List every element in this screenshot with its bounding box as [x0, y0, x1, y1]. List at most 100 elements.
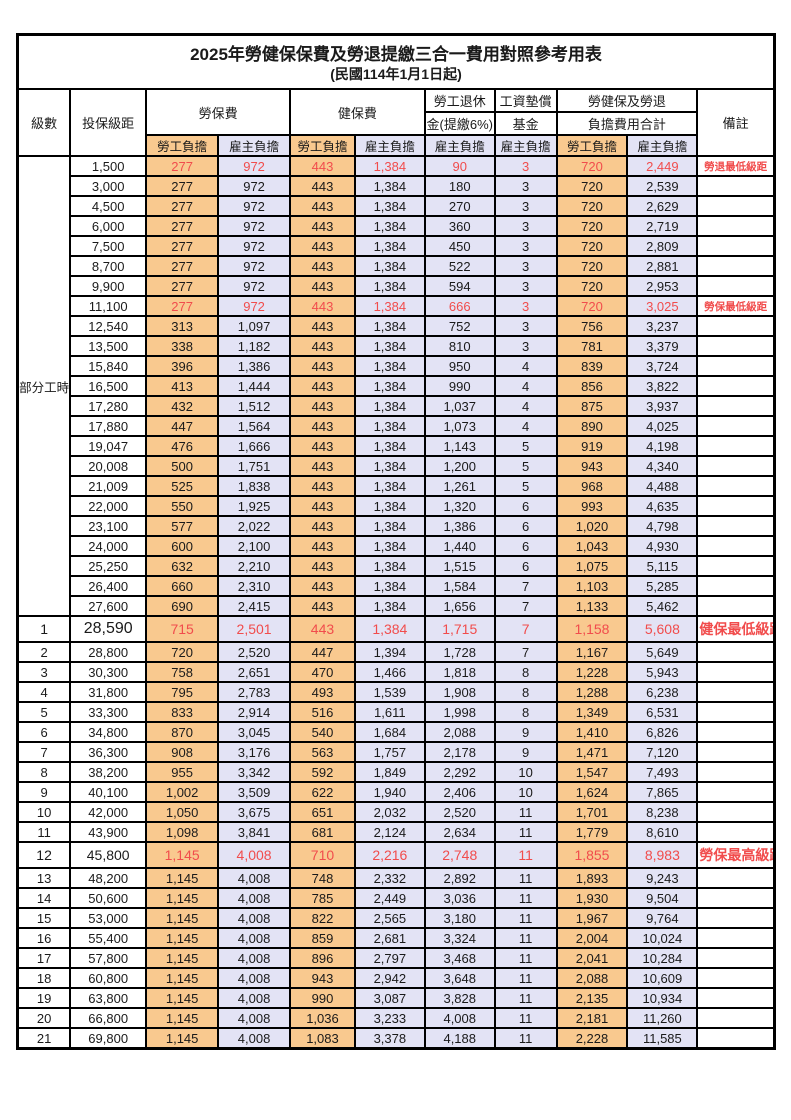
cell-pension-er: 2,892 — [423, 867, 496, 889]
cell-remark — [696, 535, 776, 557]
cell-fund-er: 3 — [493, 275, 558, 297]
subheader-fund-employer: 雇主負擔 — [493, 134, 558, 157]
cell-salary: 7,500 — [69, 235, 148, 257]
cell-remark — [696, 555, 776, 577]
cell-labor-er: 2,914 — [217, 701, 292, 723]
cell-health-er: 1,384 — [353, 535, 426, 557]
header-salary-bracket: 投保級距 — [69, 88, 148, 157]
table-row: 16 55,400 1,145 4,008 859 2,681 3,324 11 2,004 10… — [16, 927, 776, 949]
cell-salary: 21,009 — [69, 475, 148, 497]
cell-health-er: 1,539 — [353, 681, 426, 703]
cell-total-er: 7,493 — [626, 761, 699, 783]
cell-total-er: 7,120 — [626, 741, 699, 763]
cell-pension-er: 666 — [423, 295, 496, 317]
cell-total-emp: 720 — [555, 155, 629, 177]
cell-pension-er: 180 — [423, 175, 496, 197]
table-row: 6,000 277 972 443 1,384 360 3 720 2,719 — [18, 215, 776, 237]
cell-total-emp: 756 — [555, 315, 629, 337]
cell-total-emp: 781 — [555, 335, 629, 357]
cell-total-er: 3,237 — [626, 315, 699, 337]
header-level: 級數 — [16, 88, 72, 157]
cell-level: 12 — [16, 841, 72, 869]
header-row-group2: 金(提繳6%) 基金 負擔費用合計 — [18, 111, 775, 136]
table-row: 15 53,000 1,145 4,008 822 2,565 3,180 11 1,967 9,… — [16, 907, 776, 929]
cell-labor-er: 4,008 — [217, 1027, 292, 1050]
cell-health-er: 2,124 — [353, 821, 426, 843]
cell-level: 17 — [16, 947, 72, 969]
cell-fund-er: 4 — [493, 415, 558, 437]
cell-labor-emp: 1,098 — [145, 821, 220, 843]
cell-salary: 38,200 — [69, 761, 148, 783]
cell-remark — [696, 801, 776, 823]
cell-pension-er: 1,200 — [423, 455, 496, 477]
table-row: 6 34,800 870 3,045 540 1,684 2,088 9 1,410 6,826 — [16, 721, 776, 743]
table-row: 19,047 476 1,666 443 1,384 1,143 5 919 4,198 — [18, 435, 776, 457]
cell-pension-er: 594 — [423, 275, 496, 297]
cell-pension-er: 990 — [423, 375, 496, 397]
cell-health-er: 2,565 — [353, 907, 426, 929]
table-row: 26,400 660 2,310 443 1,384 1,584 7 1,103 5,285 — [18, 575, 776, 597]
cell-health-er: 1,684 — [353, 721, 426, 743]
cell-salary: 42,000 — [69, 801, 148, 823]
cell-fund-er: 11 — [493, 987, 558, 1009]
cell-health-er: 1,384 — [353, 415, 426, 437]
cell-health-er: 1,384 — [353, 615, 426, 643]
cell-total-er: 4,930 — [626, 535, 699, 557]
cell-labor-er: 2,783 — [217, 681, 292, 703]
cell-labor-er: 2,100 — [217, 535, 292, 557]
table-row: 19 63,800 1,145 4,008 990 3,087 3,828 11 2,135 10… — [16, 987, 776, 1009]
cell-health-er: 1,466 — [353, 661, 426, 683]
cell-salary: 11,100 — [69, 295, 148, 317]
cell-labor-er: 2,520 — [217, 641, 292, 663]
cell-level: 10 — [16, 801, 72, 823]
header-pension-line1: 勞工退休 — [423, 88, 496, 113]
cell-total-emp: 1,075 — [555, 555, 629, 577]
cell-fund-er: 7 — [493, 641, 558, 663]
cell-health-er: 3,233 — [353, 1007, 426, 1029]
cell-pension-er: 1,584 — [423, 575, 496, 597]
table-row: 20 66,800 1,145 4,008 1,036 3,233 4,008 11 2,181… — [16, 1007, 776, 1029]
cell-labor-er: 3,675 — [217, 801, 292, 823]
cell-salary: 66,800 — [69, 1007, 148, 1029]
cell-salary: 3,000 — [69, 175, 148, 197]
cell-labor-emp: 277 — [145, 215, 220, 237]
cell-fund-er: 8 — [493, 681, 558, 703]
cell-labor-emp: 1,145 — [145, 947, 220, 969]
cell-health-emp: 1,083 — [289, 1027, 356, 1050]
cell-fund-er: 3 — [493, 175, 558, 197]
cell-salary: 28,590 — [69, 615, 148, 643]
cell-health-emp: 443 — [289, 155, 356, 177]
cell-health-emp: 493 — [289, 681, 356, 703]
cell-salary: 34,800 — [69, 721, 148, 743]
cell-health-er: 1,384 — [353, 555, 426, 577]
cell-salary: 43,900 — [69, 821, 148, 843]
cell-total-er: 2,953 — [626, 275, 699, 297]
cell-health-emp: 443 — [289, 215, 356, 237]
cell-salary: 26,400 — [69, 575, 148, 597]
table-row: 25,250 632 2,210 443 1,384 1,515 6 1,075 5,115 — [18, 555, 776, 577]
cell-labor-emp: 720 — [145, 641, 220, 663]
cell-labor-emp: 396 — [145, 355, 220, 377]
cell-health-er: 1,849 — [353, 761, 426, 783]
cell-total-emp: 1,701 — [555, 801, 629, 823]
cell-health-emp: 822 — [289, 907, 356, 929]
cell-total-er: 2,629 — [626, 195, 699, 217]
table-row: 16,500 413 1,444 443 1,384 990 4 856 3,822 — [18, 375, 776, 397]
cell-pension-er: 950 — [423, 355, 496, 377]
table-row: 13 48,200 1,145 4,008 748 2,332 2,892 11 1,893 9,… — [16, 867, 776, 889]
cell-total-emp: 2,135 — [555, 987, 629, 1009]
table-row: 11 43,900 1,098 3,841 681 2,124 2,634 11 1,779 8,… — [16, 821, 776, 843]
cell-pension-er: 810 — [423, 335, 496, 357]
cell-total-er: 5,462 — [626, 595, 699, 617]
table-row: 部分工時 1,500 277 972 443 1,384 90 3 720 2,449 勞退最低級距 — [16, 155, 776, 617]
cell-health-emp: 785 — [289, 887, 356, 909]
cell-labor-emp: 277 — [145, 295, 220, 317]
cell-fund-er: 8 — [493, 701, 558, 723]
cell-fund-er: 7 — [493, 615, 558, 643]
cell-labor-emp: 338 — [145, 335, 220, 357]
cell-health-er: 1,384 — [353, 155, 426, 177]
table-row: 14 50,600 1,145 4,008 785 2,449 3,036 11 1,930 9,… — [16, 887, 776, 909]
cell-level: 3 — [16, 661, 72, 683]
cell-fund-er: 3 — [493, 295, 558, 317]
cell-labor-emp: 1,145 — [145, 927, 220, 949]
